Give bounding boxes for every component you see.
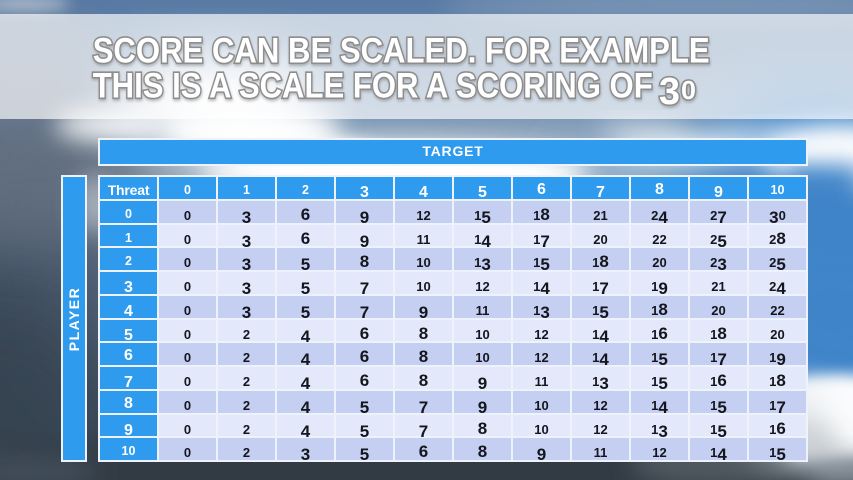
svg-text:3: 3 bbox=[659, 71, 680, 113]
svg-text:0: 0 bbox=[681, 75, 696, 105]
svg-text:SCORE CAN BE SCALED. FOR EXAMP: SCORE CAN BE SCALED. FOR EXAMPLE bbox=[93, 31, 710, 70]
svg-text:THIS IS A SCALE FOR A SCORING: THIS IS A SCALE FOR A SCORING OF bbox=[93, 66, 653, 105]
